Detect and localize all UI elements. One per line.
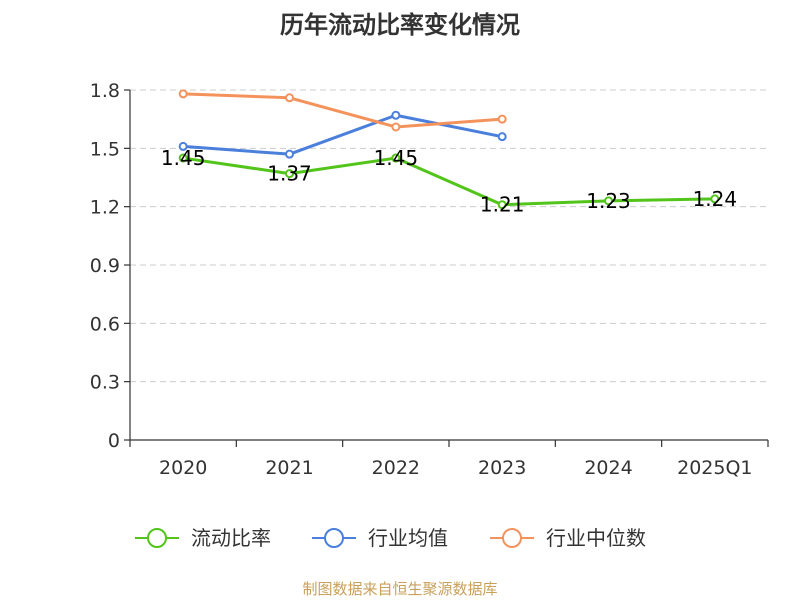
series-lines: [178, 89, 720, 210]
data-point: [391, 122, 401, 132]
y-tick-label: 1.2: [90, 197, 120, 219]
y-tick-label: 1.8: [90, 80, 120, 102]
data-label: 1.37: [267, 162, 312, 186]
series-line-1: [183, 113, 503, 156]
data-label: 1.21: [480, 193, 525, 217]
data-point: [285, 169, 294, 179]
axes: 0 0.3 0.6 0.9 1.2 1.5 1.8 2020 2021 2022 2023 2024 2…: [90, 80, 769, 479]
x-tick-label: 2021: [265, 457, 313, 479]
data-point: [178, 153, 188, 163]
data-point: [391, 153, 401, 163]
x-tick-label: 2022: [372, 457, 420, 479]
legend-marker: [502, 528, 522, 548]
data-point: [178, 141, 188, 151]
legend-label: 流动比率: [191, 526, 271, 550]
data-point: [710, 194, 720, 204]
x-tick-label: 2023: [478, 457, 526, 479]
legend-label: 行业均值: [368, 526, 448, 550]
x-tick-label: 2020: [159, 457, 207, 479]
data-point: [178, 89, 188, 99]
data-point: [391, 110, 401, 120]
data-point: [285, 93, 294, 103]
data-point: [285, 149, 294, 159]
data-point: [497, 200, 507, 210]
data-label: 1.45: [161, 146, 206, 170]
x-tick-label: 2025Q1: [677, 457, 752, 479]
legend-marker: [324, 528, 344, 548]
data-label: 1.23: [586, 189, 631, 213]
data-point: [604, 196, 613, 206]
y-tick-label: 0.9: [90, 255, 120, 277]
source-note: 制图数据来自恒生聚源数据库: [302, 580, 497, 598]
data-point: [497, 132, 507, 142]
legend: 流动比率 行业均值 行业中位数: [135, 526, 646, 550]
x-tick-label: 2024: [584, 457, 632, 479]
y-tick-label: 0.6: [90, 313, 120, 335]
data-label: 1.24: [693, 187, 738, 211]
y-tick-label: 1.5: [90, 138, 120, 160]
data-point: [497, 114, 507, 124]
legend-label: 行业中位数: [546, 526, 646, 550]
chart-title: 历年流动比率变化情况: [280, 11, 520, 39]
data-label: 1.45: [374, 146, 419, 170]
data-labels: 1.45 1.37 1.45 1.21 1.23 1.24: [161, 146, 737, 217]
y-tick-label: 0: [108, 430, 120, 452]
y-tick-label: 0.3: [90, 372, 120, 394]
grid-lines: [130, 89, 768, 383]
legend-marker: [147, 528, 167, 548]
series-line-2: [183, 92, 503, 129]
series-line-0: [182, 156, 715, 207]
